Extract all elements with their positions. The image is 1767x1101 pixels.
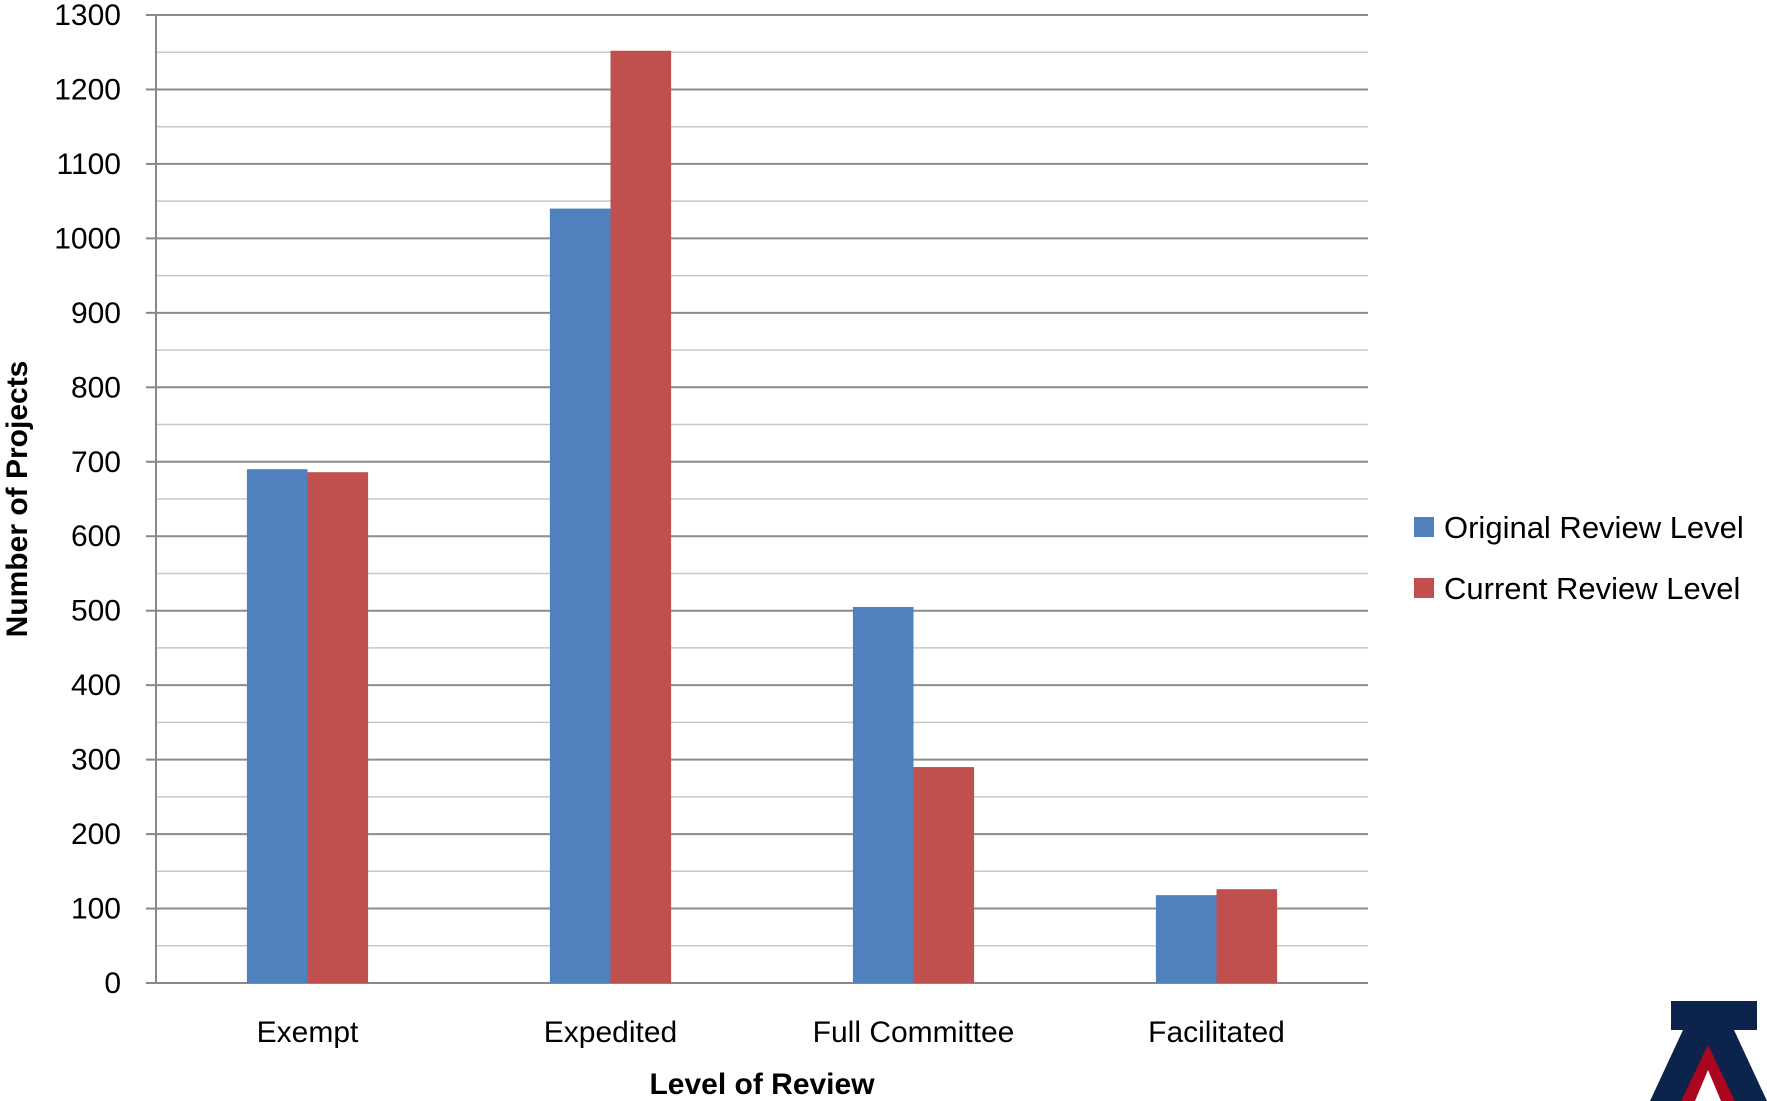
legend-label-current: Current Review Level [1444, 571, 1740, 606]
x-tick-label: Facilitated [1148, 1016, 1285, 1049]
bar-exempt-original-review-level [246, 469, 308, 983]
y-axis-title: Number of Projects [1, 361, 34, 638]
bar-full-committee-current-review-level [913, 767, 975, 983]
y-tick-label: 1200 [54, 73, 121, 106]
y-tick-label: 200 [71, 818, 121, 851]
bar-exempt-current-review-level [307, 472, 369, 983]
x-axis-title: Level of Review [649, 1068, 875, 1101]
y-tick-label: 600 [71, 520, 121, 553]
y-tick-label: 100 [71, 893, 121, 926]
bar-full-committee-original-review-level [852, 606, 914, 983]
bar-facilitated-original-review-level [1155, 895, 1217, 983]
y-tick-label: 400 [71, 669, 121, 702]
y-tick-label: 900 [71, 297, 121, 330]
y-tick-label: 700 [71, 446, 121, 479]
x-tick-labels: Exempt Expedited Full Committee Facilitated [257, 1016, 1285, 1049]
y-tick-label: 800 [71, 371, 121, 404]
y-tick-label: 1100 [56, 148, 121, 181]
bar-facilitated-current-review-level [1216, 889, 1278, 983]
bar-expedited-original-review-level [549, 208, 611, 984]
legend-label-original: Original Review Level [1444, 510, 1744, 545]
y-tick-label: 300 [71, 744, 121, 777]
y-tick-label: 0 [104, 967, 121, 1000]
x-tick-label: Full Committee [813, 1016, 1015, 1049]
legend: Original Review Level Current Review Lev… [1414, 510, 1744, 606]
bar-expedited-current-review-level [610, 50, 672, 984]
x-tick-label: Expedited [544, 1016, 677, 1049]
legend-swatch-original [1414, 517, 1434, 537]
y-tick-label: 500 [71, 595, 121, 628]
y-tick-labels: 0 100 200 300 400 500 600 700 800 900 1000 1100 1200… [54, 0, 156, 1000]
bars [246, 50, 1278, 984]
legend-swatch-current [1414, 578, 1434, 598]
logo-inner-cutout [1695, 1070, 1721, 1101]
y-tick-label: 1300 [54, 0, 121, 32]
x-tick-label: Exempt [257, 1016, 359, 1049]
y-tick-label: 1000 [54, 222, 121, 255]
university-logo-icon [1650, 1001, 1767, 1101]
